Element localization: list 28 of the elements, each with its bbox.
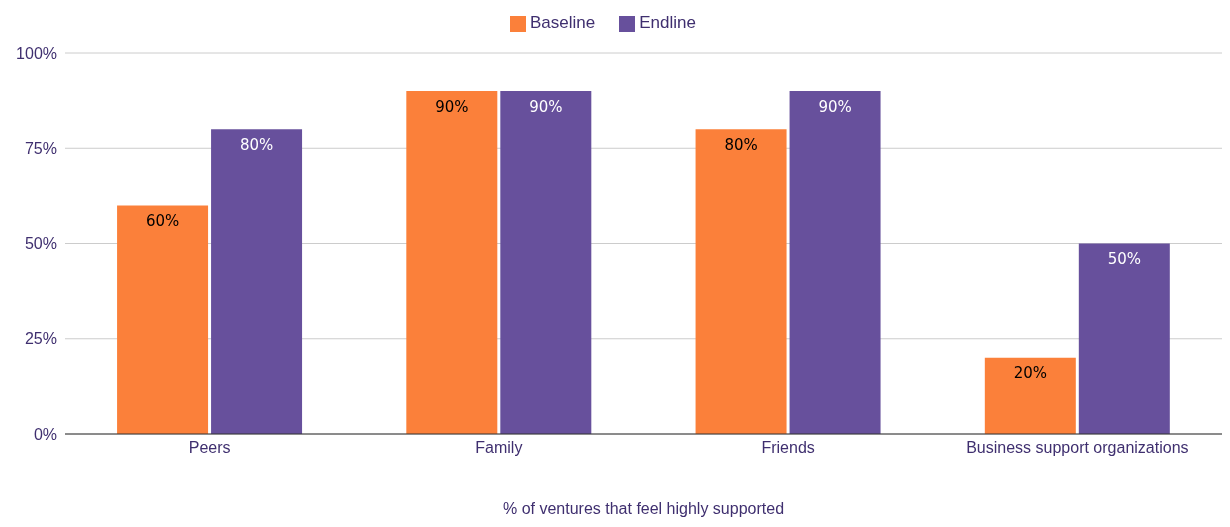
x-tick-label: Peers <box>188 439 231 457</box>
x-tick-label: Business support organizations <box>966 439 1189 457</box>
data-label: 20% <box>1013 364 1047 383</box>
x-tick-label: Friends <box>761 439 815 457</box>
data-label: 90% <box>435 97 469 116</box>
bar <box>695 129 787 434</box>
data-label: 80% <box>724 135 758 154</box>
bar <box>117 205 209 434</box>
bar <box>211 129 303 434</box>
bar <box>1078 243 1170 434</box>
x-tick-label: Family <box>475 439 523 457</box>
data-label: 90% <box>529 97 563 116</box>
bar <box>789 91 881 434</box>
bar <box>984 357 1076 434</box>
data-label: 50% <box>1107 250 1141 269</box>
x-axis-title: % of ventures that feel highly supported <box>502 500 785 517</box>
data-label: 90% <box>818 97 852 116</box>
y-tick-label: 25% <box>24 330 57 348</box>
legend-label: Baseline <box>530 13 596 32</box>
legend-label: Endline <box>639 13 696 32</box>
y-tick-label: 100% <box>16 44 57 62</box>
data-label: 60% <box>145 212 180 231</box>
bar <box>406 91 498 434</box>
y-tick-label: 0% <box>33 425 57 443</box>
data-label: 80% <box>239 135 274 154</box>
y-tick-label: 50% <box>24 235 57 253</box>
y-tick-label: 75% <box>24 139 57 157</box>
bar <box>500 91 592 434</box>
